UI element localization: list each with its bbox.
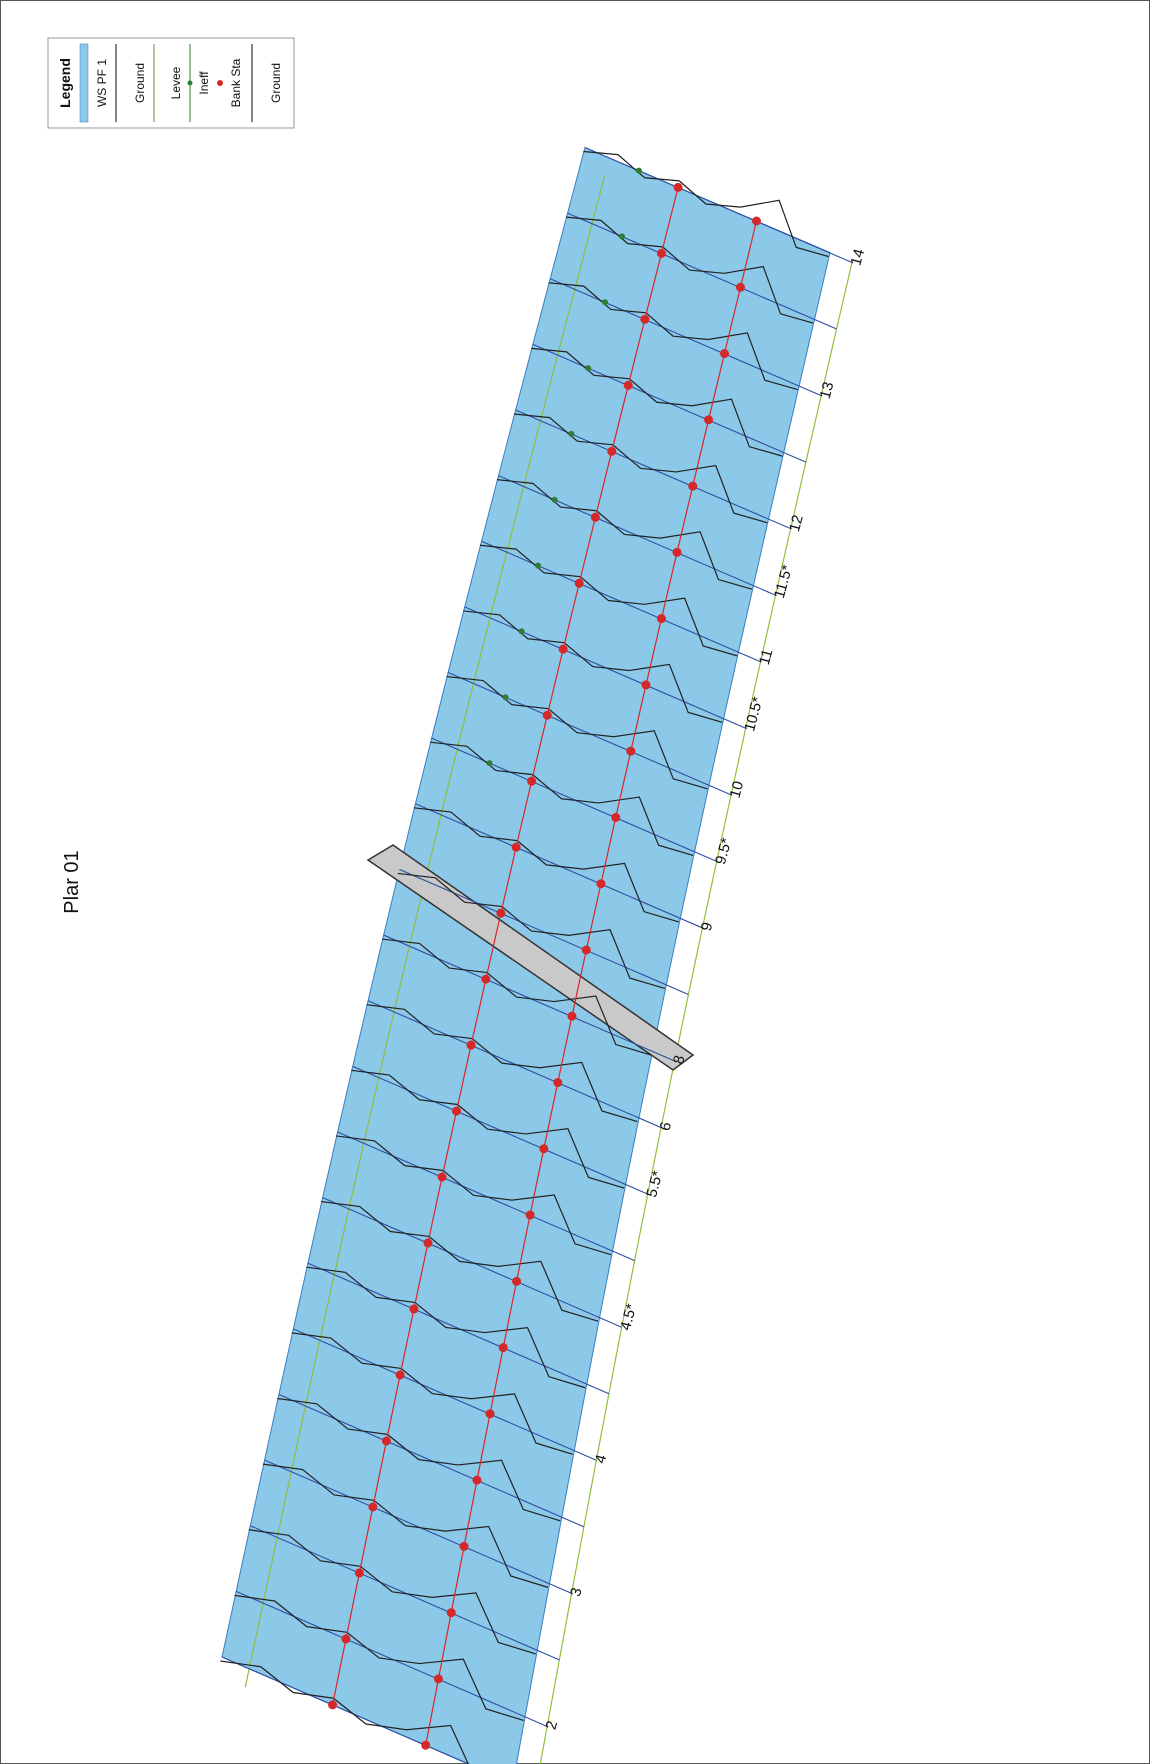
ground-profile <box>335 1135 612 1256</box>
ground-profile <box>565 216 814 324</box>
cross-section-line <box>307 1262 610 1395</box>
ineff-marker <box>486 760 493 767</box>
ground-profile <box>320 1200 599 1322</box>
cross-section-line <box>250 1525 560 1661</box>
ground-profile <box>479 544 738 657</box>
legend-box <box>47 37 295 129</box>
ground-profile <box>463 610 723 723</box>
right-bank-line <box>425 220 758 1746</box>
cross-section-label: 10 <box>727 779 748 800</box>
cross-section-label: 12 <box>786 513 807 534</box>
ground-profile <box>277 1397 561 1522</box>
ground-profile <box>234 1594 524 1722</box>
cross-section-label: 11 <box>756 647 776 666</box>
cross-section-label: 4.5* <box>617 1302 640 1332</box>
ineff-marker <box>601 299 608 306</box>
cross-section-label: 14 <box>847 247 868 268</box>
ground-profile <box>496 479 753 590</box>
ineffective-area-layer <box>486 167 642 767</box>
ineff-marker <box>551 496 558 503</box>
left-bank-line <box>331 187 679 1705</box>
legend-ineff-dot <box>187 80 193 86</box>
ground-profile <box>366 1004 638 1123</box>
legend-bank-dot <box>217 80 223 86</box>
legend: Legend WS PF 1 Ground Levee Ineff Bank S… <box>47 37 295 129</box>
ground-profile <box>548 282 798 391</box>
cross-section-label: 6 <box>657 1120 676 1132</box>
cross-section-label: 11.5* <box>771 563 796 600</box>
ineff-marker <box>518 628 525 635</box>
cross-section-line <box>264 1459 572 1594</box>
legend-item-label: Ineff <box>197 71 211 95</box>
cross-section-line <box>235 1590 548 1727</box>
bank-station-layer <box>328 182 761 1750</box>
legend-title: Legend <box>57 58 73 108</box>
ground-profile <box>291 1332 573 1455</box>
cross-section-line <box>221 1656 470 1764</box>
ground-profile <box>531 347 783 457</box>
cross-section-label: 10.5* <box>741 695 767 733</box>
ground-profile <box>381 938 652 1056</box>
ground-profile <box>513 413 768 524</box>
legend-item-label: Ground <box>133 63 147 103</box>
legend-item-label: Levee <box>169 66 183 99</box>
cross-section-label: 2 <box>543 1719 562 1731</box>
levee-line <box>244 175 606 1688</box>
cross-section-label: 9 <box>698 921 717 933</box>
ground-profile <box>397 872 665 990</box>
ground-profile-layer <box>220 150 829 1764</box>
ground-profile <box>248 1529 536 1655</box>
legend-item-label: WS PF 1 <box>95 59 109 107</box>
plan-title: Plar 01 <box>61 850 83 913</box>
ineff-marker <box>618 233 625 240</box>
ground-profile <box>262 1463 549 1588</box>
cross-section-line <box>278 1393 585 1528</box>
ineff-marker <box>502 694 509 701</box>
cross-section-label: 4 <box>592 1453 611 1465</box>
legend-item-label: Ground <box>269 63 283 103</box>
cross-section-label: 13 <box>817 380 838 401</box>
ground-profile <box>220 1660 469 1764</box>
cross-section-line <box>293 1328 597 1461</box>
cross-section-label: 5.5* <box>643 1169 666 1199</box>
cross-section-label: 9.5* <box>712 836 735 866</box>
ineff-marker <box>635 167 642 174</box>
ground-profile <box>429 741 694 856</box>
ground-profile <box>351 1069 625 1189</box>
legend-item-label: Bank Sta <box>229 58 243 107</box>
ground-profile <box>306 1266 586 1389</box>
ground-profile <box>413 807 679 923</box>
bridge-layer <box>366 844 695 1071</box>
ineff-marker <box>535 562 542 569</box>
cross-section-label: 3 <box>567 1586 586 1598</box>
legend-water-swatch <box>79 43 89 123</box>
ground-profile <box>446 675 708 790</box>
ineff-marker <box>585 365 592 372</box>
ground-profile <box>583 150 829 258</box>
bridge-deck <box>366 844 695 1071</box>
levee-line-outer <box>539 262 853 1764</box>
cross-section-line <box>322 1197 622 1328</box>
ineff-marker <box>568 430 575 437</box>
